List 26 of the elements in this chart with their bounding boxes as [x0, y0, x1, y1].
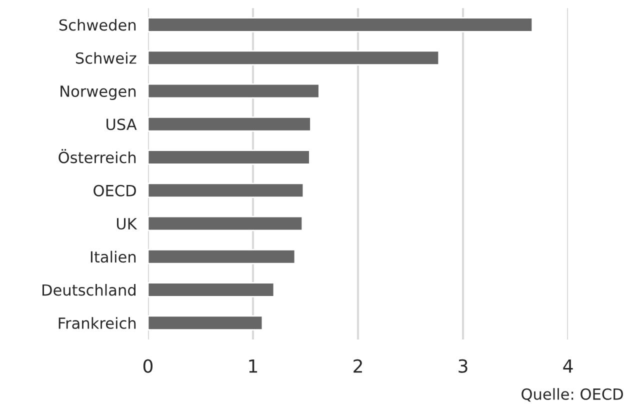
- bar: [148, 248, 296, 264]
- bar: [148, 50, 440, 66]
- bar: [148, 282, 275, 298]
- y-tick-label: OECD: [94, 184, 136, 196]
- y-tick-label: Schweiz: [76, 52, 136, 64]
- bar: [148, 315, 264, 331]
- x-tick-label: 3: [458, 359, 468, 373]
- y-tick-label: Schweden: [59, 18, 136, 31]
- y-tick-label: Norwegen: [60, 86, 136, 100]
- source-note: Quelle: OECD: [522, 388, 623, 402]
- bar: [148, 182, 304, 198]
- y-tick-label: USA: [106, 118, 137, 130]
- bar: [148, 116, 312, 132]
- x-tick-label: 0: [143, 359, 153, 373]
- bar: [148, 17, 534, 32]
- x-tick-label: 1: [249, 359, 258, 373]
- y-tick-label: Italien: [90, 250, 136, 263]
- bar: [148, 216, 304, 232]
- y-tick-label: UK: [116, 218, 138, 230]
- y-tick-label: Deutschland: [42, 284, 136, 296]
- x-tick-label: 2: [354, 359, 362, 373]
- y-tick-label: Österreich: [58, 149, 136, 164]
- x-tick-label: 4: [563, 359, 573, 373]
- y-tick-label: Frankreich: [58, 317, 136, 329]
- bar: [148, 150, 310, 165]
- bar: [148, 83, 320, 99]
